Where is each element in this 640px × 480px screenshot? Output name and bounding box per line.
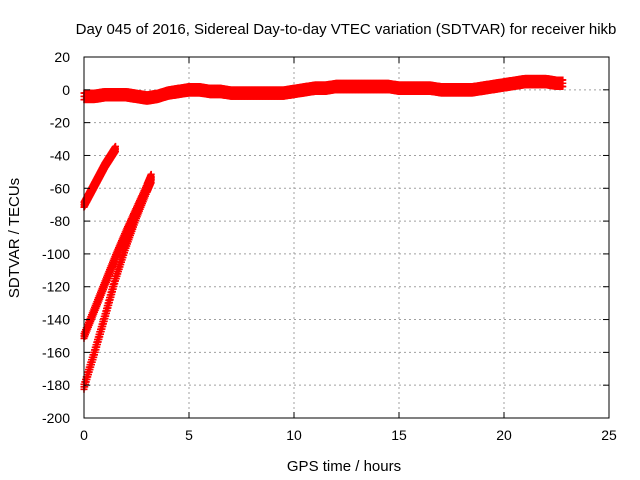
chart-title: Day 045 of 2016, Sidereal Day-to-day VTE…	[76, 21, 617, 38]
x-tick-label: 0	[80, 427, 88, 443]
y-tick-label: -80	[50, 213, 70, 229]
series-arc-1	[80, 142, 119, 211]
y-tick-label: -60	[50, 180, 70, 196]
x-tick-label: 10	[286, 427, 302, 443]
data-point	[147, 174, 155, 182]
y-tick-label: 0	[62, 82, 70, 98]
y-tick-label: -20	[50, 115, 70, 131]
y-tick-label: -160	[42, 344, 70, 360]
y-tick-label: -180	[42, 377, 70, 393]
y-tick-label: -120	[42, 279, 70, 295]
y-tick-label: -40	[50, 147, 70, 163]
plot-frame	[83, 56, 610, 419]
x-axis-title: GPS time / hours	[287, 458, 401, 475]
axis-ticks: 0 5 10 15 20 25-200-180-160-140-120-100-80-60…	[42, 49, 617, 443]
data-point	[112, 142, 119, 150]
grid	[84, 57, 609, 418]
series-arc-3	[80, 174, 155, 393]
y-tick-label: -100	[42, 246, 70, 262]
series-main-band	[80, 74, 567, 105]
plot-data	[80, 74, 567, 393]
y-axis-title: SDTVAR / TECUs	[6, 178, 23, 298]
y-tick-label: -140	[42, 312, 70, 328]
y-tick-label: -200	[42, 410, 70, 426]
data-point	[559, 76, 567, 84]
x-tick-label: 5	[185, 427, 193, 443]
x-tick-label: 15	[391, 427, 407, 443]
y-tick-label: 20	[54, 49, 70, 65]
x-tick-label: 25	[601, 427, 617, 443]
x-tick-label: 20	[496, 427, 512, 443]
